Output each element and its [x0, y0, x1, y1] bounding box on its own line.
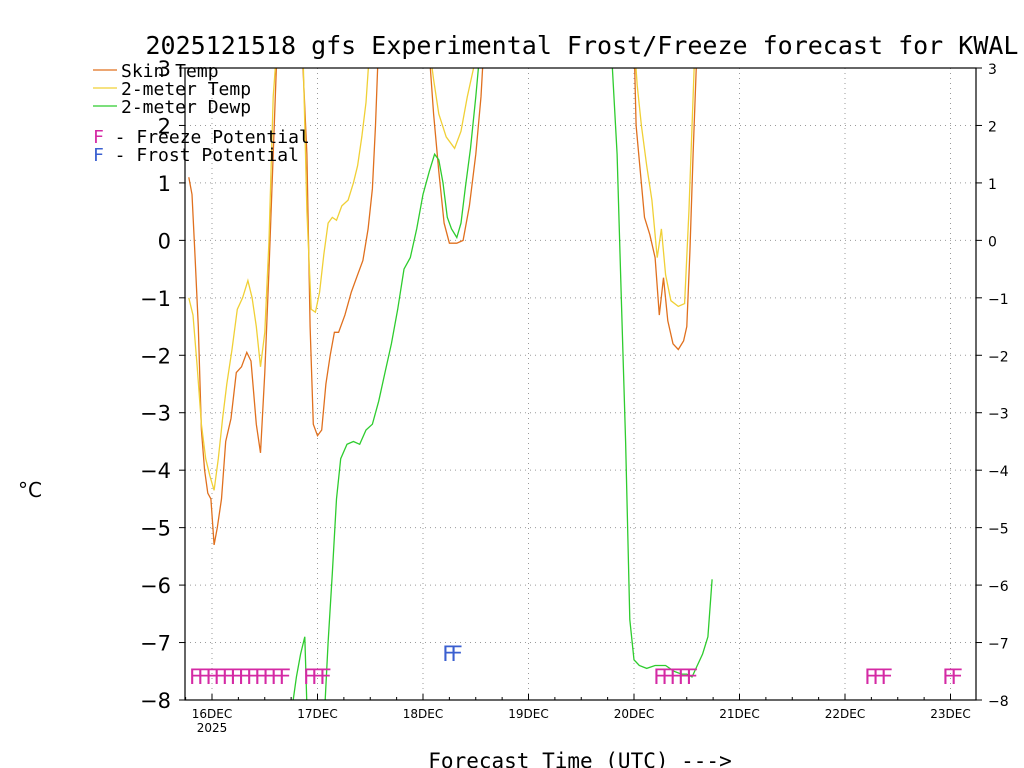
y-tick-label-right: −6: [988, 579, 1009, 595]
y-tick-label-left: 0: [158, 229, 171, 253]
y-tick-label-right: −7: [988, 637, 1009, 653]
y-tick-label-left: −4: [140, 459, 171, 483]
series-line: [188, 68, 276, 491]
axes: −8 −8 −7 −7 −6 −6 −5 −5 −4 −4 −3 −3 −2 −2 −1 −1 0 0 1 1 2 2 3 3…: [140, 57, 1009, 735]
marker-freeze-potential: FFFFF: [653, 665, 698, 689]
marker-freeze-potential: FFF: [864, 665, 892, 689]
y-tick-label-right: 2: [988, 119, 997, 135]
marker-freeze-potential: FFFFFFFFFFFF: [189, 665, 291, 689]
y-tick-label-right: 0: [988, 234, 997, 250]
y-tick-label-right: 1: [988, 177, 997, 193]
y-axis-label: °C: [18, 478, 42, 502]
series-line: [634, 68, 697, 351]
y-tick-label-right: 3: [988, 62, 997, 78]
y-tick-label-right: −2: [988, 349, 1009, 365]
series-line: [429, 68, 484, 244]
series-skin-temp: [188, 68, 697, 546]
series-line: [292, 636, 308, 700]
y-tick-label-left: −2: [140, 344, 171, 368]
series-2-meter-temp: [188, 68, 695, 491]
y-tick-label-right: −3: [988, 407, 1009, 423]
legend-flag-text: - Frost Potential: [104, 145, 299, 166]
y-tick-label-right: −1: [988, 292, 1009, 308]
series-line: [302, 68, 379, 438]
x-year-label: 2025: [197, 721, 228, 735]
y-tick-label-left: −3: [140, 402, 171, 426]
y-tick-label-left: 1: [158, 172, 171, 196]
y-tick-label-left: 3: [158, 57, 171, 81]
x-tick-label: 22DEC: [825, 707, 865, 721]
marker-freeze-potential: FF: [942, 665, 962, 689]
x-tick-label: 20DEC: [614, 707, 654, 721]
series-line: [431, 68, 475, 150]
marker-freeze-potential: FFF: [303, 665, 331, 689]
plot-frame: [184, 67, 977, 701]
y-tick-label-left: −1: [140, 287, 171, 311]
x-tick-label: 16DEC: [192, 707, 232, 721]
y-tick-label-right: −8: [988, 694, 1009, 710]
series-line: [188, 68, 278, 546]
legend-flag-letter: F: [93, 127, 104, 148]
series-line: [324, 68, 480, 700]
x-tick-label: 23DEC: [930, 707, 970, 721]
y-tick-label-right: −5: [988, 522, 1009, 538]
marker-frost-potential: FF: [442, 642, 462, 666]
x-axis-label: Forecast Time (UTC) --->: [428, 749, 731, 768]
x-tick-label: 17DEC: [297, 707, 337, 721]
chart-title: 2025121518 gfs Experimental Frost/Freeze…: [146, 31, 1019, 60]
y-tick-label-right: −4: [988, 464, 1009, 480]
y-tick-label-left: −5: [140, 517, 171, 541]
x-tick-label: 18DEC: [403, 707, 443, 721]
legend-flag-letter: F: [93, 145, 104, 166]
series-2-meter-dewp: [292, 68, 713, 700]
x-tick-label: 19DEC: [508, 707, 548, 721]
series-line: [611, 68, 713, 678]
y-tick-label-left: −7: [140, 632, 171, 656]
legend-flag-entry: F - Frost Potential: [93, 145, 299, 166]
y-tick-label-left: −6: [140, 574, 171, 598]
grid-lines: [185, 68, 976, 700]
legend-label: 2-meter Dewp: [121, 97, 251, 118]
series-line: [302, 68, 369, 314]
legend-flag-text: - Freeze Potential: [104, 127, 310, 148]
legend-label: Skin Temp: [121, 61, 219, 82]
legend-label: 2-meter Temp: [121, 79, 251, 100]
y-tick-label-left: −8: [140, 689, 171, 713]
x-tick-label: 21DEC: [719, 707, 759, 721]
data-series: [188, 68, 713, 700]
y-tick-label-left: 2: [158, 114, 171, 138]
legend-flag-entry: F - Freeze Potential: [93, 127, 310, 148]
series-line: [635, 68, 695, 308]
